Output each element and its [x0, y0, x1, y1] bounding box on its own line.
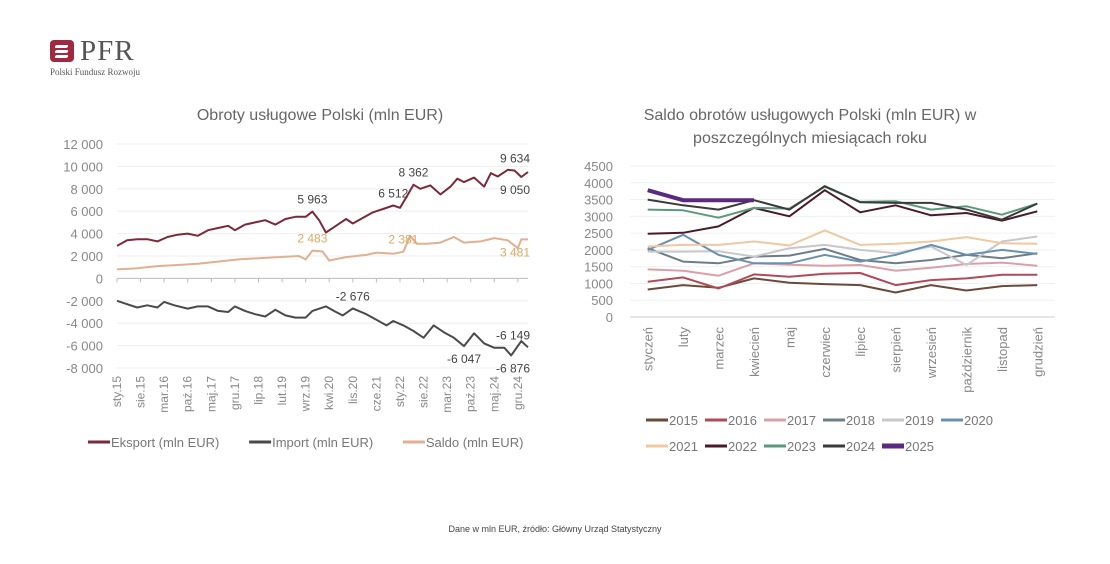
logo-subtitle: Polski Fundusz Rozwoju — [50, 67, 141, 77]
y-tick-label: 1000 — [584, 276, 613, 291]
data-label: -6 149 — [496, 328, 530, 342]
data-label: -6 876 — [496, 361, 530, 375]
x-tick-label: sie.15 — [134, 376, 148, 408]
series-line-2018 — [647, 247, 1038, 265]
series-line-import — [116, 299, 529, 357]
data-label: 3 481 — [500, 245, 530, 259]
series-line-2017 — [647, 261, 1038, 277]
x-tick-label: maj.17 — [204, 376, 218, 412]
y-tick-label: 8 000 — [70, 182, 103, 197]
x-tick-label: paź.16 — [181, 376, 195, 412]
x-tick-label: kwi.20 — [322, 376, 336, 410]
x-tick-label: styczeń — [641, 327, 656, 371]
legend-label: 2020 — [964, 413, 993, 428]
x-tick-label: maj — [782, 327, 797, 348]
y-tick-label: 1500 — [584, 260, 613, 275]
x-tick-label: sty.22 — [393, 376, 407, 407]
y-tick-label: 500 — [591, 293, 613, 308]
y-tick-label: 0 — [96, 271, 103, 286]
x-tick-label: lut.19 — [275, 376, 289, 406]
x-tick-label: wrzesień — [924, 327, 939, 379]
x-tick-label: paź.23 — [464, 376, 478, 412]
x-tick-label: cze.21 — [369, 376, 383, 412]
y-tick-label: 4000 — [584, 176, 613, 191]
x-tick-label: wrz.19 — [299, 376, 313, 413]
legend-label: 2019 — [905, 413, 934, 428]
legend-label: Saldo (mln EUR) — [426, 435, 524, 450]
legend-label: 2025 — [905, 439, 934, 454]
data-label: 9 050 — [500, 183, 530, 197]
series-line-2021 — [647, 229, 1038, 248]
legend-label: 2024 — [846, 439, 875, 454]
data-label: -6 047 — [447, 352, 481, 366]
pfr-logo-icon — [50, 40, 74, 62]
y-tick-label: 12 000 — [63, 137, 103, 152]
series-line-2024 — [647, 185, 1038, 221]
y-tick-label: 2000 — [584, 243, 613, 258]
legend-label: 2016 — [728, 413, 757, 428]
legend-label: 2017 — [787, 413, 816, 428]
x-tick-label: gru.24 — [511, 376, 525, 410]
x-tick-label: sty.15 — [110, 376, 124, 407]
data-label: 6 512 — [378, 186, 408, 200]
x-tick-label: lipiec — [853, 327, 868, 357]
x-tick-label: mar.23 — [440, 376, 454, 413]
x-tick-label: marzec — [712, 327, 727, 370]
series-line-2022 — [647, 189, 1038, 235]
y-tick-label: -8 000 — [66, 361, 103, 376]
x-tick-label: kwiecień — [747, 327, 762, 377]
legend-label: 2018 — [846, 413, 875, 428]
legend-label: 2023 — [787, 439, 816, 454]
data-label: 2 483 — [297, 232, 327, 246]
y-tick-label: 3500 — [584, 193, 613, 208]
y-tick-label: 2500 — [584, 226, 613, 241]
x-tick-label: grudzień — [1030, 327, 1045, 377]
y-tick-label: 2 000 — [70, 249, 103, 264]
y-tick-label: 0 — [606, 310, 613, 325]
y-tick-label: 4500 — [584, 159, 613, 174]
y-tick-label: 10 000 — [63, 159, 103, 174]
logo-name: PFR — [80, 35, 135, 67]
x-tick-label: sie.22 — [417, 376, 431, 408]
series-line-2016 — [647, 272, 1038, 290]
legend-label: Import (mln EUR) — [272, 435, 373, 450]
legend-label: 2015 — [669, 413, 698, 428]
series-line-saldo — [116, 234, 528, 271]
series-line-eksport — [116, 168, 529, 247]
series-line-2020 — [647, 233, 1038, 265]
legend-label: 2021 — [669, 439, 698, 454]
x-tick-label: luty — [676, 327, 691, 348]
left-chart-title: Obroty usługowe Polski (mln EUR) — [196, 107, 444, 124]
series-line-2025 — [647, 188, 754, 203]
x-tick-label: lis.20 — [346, 376, 360, 404]
x-tick-label: lip.18 — [251, 376, 265, 405]
x-tick-label: maj.24 — [487, 376, 501, 412]
x-tick-label: czerwiec — [818, 327, 833, 378]
y-tick-label: -4 000 — [66, 316, 103, 331]
data-label: 5 963 — [297, 193, 327, 207]
source-note: Dane w mln EUR, źródło: Główny Urząd Sta… — [448, 524, 662, 534]
y-tick-label: -2 000 — [66, 294, 103, 309]
y-tick-label: 3000 — [584, 209, 613, 224]
data-label: 2 381 — [388, 233, 418, 247]
x-tick-label: listopad — [995, 327, 1010, 372]
x-tick-label: gru.17 — [228, 376, 242, 410]
y-tick-label: 6 000 — [70, 204, 103, 219]
legend-label: 2022 — [728, 439, 757, 454]
right-chart-title: Saldo obrotów usługowych Polski (mln EUR… — [643, 107, 977, 147]
y-tick-label: 4 000 — [70, 227, 103, 242]
y-tick-label: -6 000 — [66, 339, 103, 354]
x-tick-label: sierpień — [889, 327, 904, 373]
x-tick-label: mar.16 — [157, 376, 171, 413]
data-label: -2 676 — [336, 289, 370, 303]
legend-label: Eksport (mln EUR) — [111, 435, 219, 450]
data-label: 8 362 — [398, 166, 428, 180]
x-tick-label: październik — [959, 327, 974, 393]
series-line-2019 — [647, 235, 1038, 266]
data-label: 9 634 — [500, 151, 530, 165]
